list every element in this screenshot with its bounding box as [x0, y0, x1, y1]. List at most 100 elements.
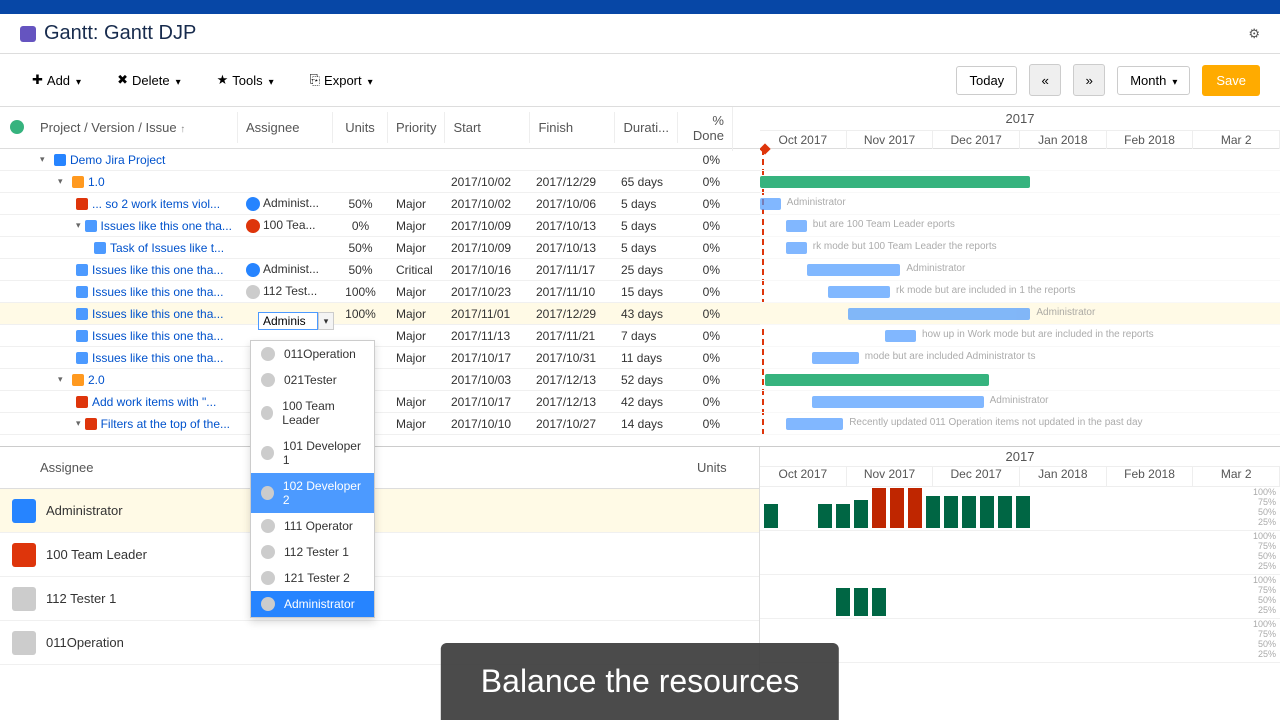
delete-button[interactable]: ✖ Delete: [105, 66, 193, 94]
dropdown-item[interactable]: 100 Team Leader: [251, 393, 374, 433]
col-start[interactable]: Start: [445, 112, 530, 143]
expand-icon[interactable]: ▾: [58, 176, 68, 187]
dropdown-item[interactable]: Administrator: [251, 591, 374, 617]
table-row[interactable]: Task of Issues like t...50%Major2017/10/…: [0, 237, 760, 259]
dropdown-caret-icon[interactable]: ▾: [318, 312, 334, 330]
month-button[interactable]: Month: [1117, 66, 1190, 95]
table-row[interactable]: ▾Demo Jira Project0%: [0, 149, 760, 171]
today-button[interactable]: Today: [956, 66, 1017, 95]
gantt-bar[interactable]: rk mode but 100 Team Leader the reports: [786, 242, 807, 254]
gantt-bar[interactable]: rk mode but are included in 1 the report…: [828, 286, 890, 298]
status-icon: [10, 120, 24, 134]
utilization-bar: [998, 496, 1012, 528]
table-row[interactable]: Add work items with "...Major2017/10/172…: [0, 391, 760, 413]
table-row[interactable]: ▾Filters at the top of the...Major2017/1…: [0, 413, 760, 435]
table-row[interactable]: ▾Issues like this one tha...100 Tea...0%…: [0, 215, 760, 237]
table-row[interactable]: Issues like this one tha...Major2017/10/…: [0, 347, 760, 369]
col-assignee[interactable]: Assignee: [238, 112, 333, 143]
save-button[interactable]: Save: [1202, 65, 1260, 96]
issue-title[interactable]: Issues like this one tha...: [92, 329, 223, 343]
month-header: Mar 2: [1193, 131, 1280, 149]
assignee-input[interactable]: [258, 312, 318, 330]
res-col-units: Units: [689, 452, 759, 483]
issue-title[interactable]: 2.0: [88, 373, 105, 387]
type-icon: [76, 330, 88, 342]
issue-title[interactable]: Add work items with "...: [92, 395, 216, 409]
dropdown-item[interactable]: 021Tester: [251, 367, 374, 393]
table-row[interactable]: Issues like this one tha...Major2017/11/…: [0, 325, 760, 347]
top-nav: [0, 0, 1280, 14]
col-title[interactable]: Project / Version / Issue: [40, 120, 177, 135]
expand-icon[interactable]: ▾: [40, 154, 50, 165]
issue-title[interactable]: Issues like this one tha...: [92, 285, 223, 299]
issue-title[interactable]: Filters at the top of the...: [101, 417, 230, 431]
assignee-dropdown[interactable]: 011Operation021Tester100 Team Leader101 …: [250, 340, 375, 618]
table-row[interactable]: ▾2.02017/10/032017/12/1352 days0%: [0, 369, 760, 391]
utilization-bar: [836, 504, 850, 528]
gantt-bar[interactable]: how up in Work mode but are included in …: [885, 330, 916, 342]
resource-name: 112 Tester 1: [46, 591, 116, 606]
avatar: [261, 519, 275, 533]
main-panel: Project / Version / Issue ↑ Assignee Uni…: [0, 107, 1280, 447]
col-finish[interactable]: Finish: [530, 112, 615, 143]
issue-title[interactable]: ... so 2 work items viol...: [92, 197, 220, 211]
issue-title[interactable]: Issues like this one tha...: [92, 263, 223, 277]
prev-button[interactable]: «: [1029, 64, 1061, 96]
issue-title[interactable]: Issues like this one tha...: [101, 219, 232, 233]
table-row[interactable]: Issues like this one tha...112 Test...10…: [0, 281, 760, 303]
table-row[interactable]: Issues like this one tha...Administ...50…: [0, 259, 760, 281]
avatar: [261, 406, 273, 420]
sort-icon[interactable]: ↑: [180, 124, 185, 135]
expand-icon[interactable]: ▾: [76, 220, 81, 231]
dropdown-item[interactable]: 112 Tester 1: [251, 539, 374, 565]
col-duration[interactable]: Durati...: [615, 112, 678, 143]
issue-title[interactable]: 1.0: [88, 175, 105, 189]
type-icon: [85, 220, 97, 232]
issue-title[interactable]: Task of Issues like t...: [110, 241, 224, 255]
avatar: [261, 545, 275, 559]
table-row[interactable]: ... so 2 work items viol...Administ...50…: [0, 193, 760, 215]
issue-title[interactable]: Issues like this one tha...: [92, 351, 223, 365]
dropdown-item[interactable]: 102 Developer 2: [251, 473, 374, 513]
type-icon: [85, 418, 97, 430]
gantt-bar[interactable]: Administrator: [807, 264, 901, 276]
tools-button[interactable]: ★ Tools: [205, 66, 286, 94]
resource-row[interactable]: 112 Tester 1: [0, 577, 759, 621]
resource-name: 100 Team Leader: [46, 547, 147, 562]
issue-title[interactable]: Demo Jira Project: [70, 153, 165, 167]
month-header: Feb 2018: [1107, 131, 1194, 149]
utilization-bar: [890, 488, 904, 528]
next-button[interactable]: »: [1073, 64, 1105, 96]
col-done[interactable]: % Done: [678, 107, 733, 151]
gantt-bar[interactable]: Administrator: [812, 396, 984, 408]
dropdown-item[interactable]: 101 Developer 1: [251, 433, 374, 473]
gear-icon[interactable]: ⚙: [1248, 26, 1260, 42]
table-row[interactable]: Issues like this one tha...100%Major2017…: [0, 303, 760, 325]
gantt-bar[interactable]: Administrator: [760, 198, 781, 210]
gantt-bar[interactable]: [760, 176, 1030, 188]
resource-row[interactable]: Administrator: [0, 489, 759, 533]
dropdown-item[interactable]: 121 Tester 2: [251, 565, 374, 591]
utilization-bar: [926, 496, 940, 528]
gantt-bar[interactable]: but are 100 Team Leader eports: [786, 220, 807, 232]
dropdown-item[interactable]: 111 Operator: [251, 513, 374, 539]
expand-icon[interactable]: ▾: [58, 374, 68, 385]
tooltip-overlay: Balance the resources: [441, 643, 839, 720]
col-priority[interactable]: Priority: [388, 112, 445, 143]
gantt-bar[interactable]: mode but are included Administrator ts: [812, 352, 859, 364]
export-button[interactable]: ⎘ Export: [298, 66, 385, 94]
gantt-bar[interactable]: Recently updated 011 Operation items not…: [786, 418, 843, 430]
gantt-bar[interactable]: [765, 374, 989, 386]
issue-title[interactable]: Issues like this one tha...: [92, 307, 223, 321]
resource-row[interactable]: 100 Team Leader: [0, 533, 759, 577]
type-icon: [76, 198, 88, 210]
utilization-bar: [962, 496, 976, 528]
col-units[interactable]: Units: [333, 112, 388, 143]
gantt-bar[interactable]: Administrator: [848, 308, 1030, 320]
add-button[interactable]: ✚ Add: [20, 66, 93, 94]
dropdown-item[interactable]: 011Operation: [251, 341, 374, 367]
expand-icon[interactable]: ▾: [76, 418, 81, 429]
resource-name: Administrator: [46, 503, 123, 518]
avatar: [261, 571, 275, 585]
table-row[interactable]: ▾1.02017/10/022017/12/2965 days0%: [0, 171, 760, 193]
